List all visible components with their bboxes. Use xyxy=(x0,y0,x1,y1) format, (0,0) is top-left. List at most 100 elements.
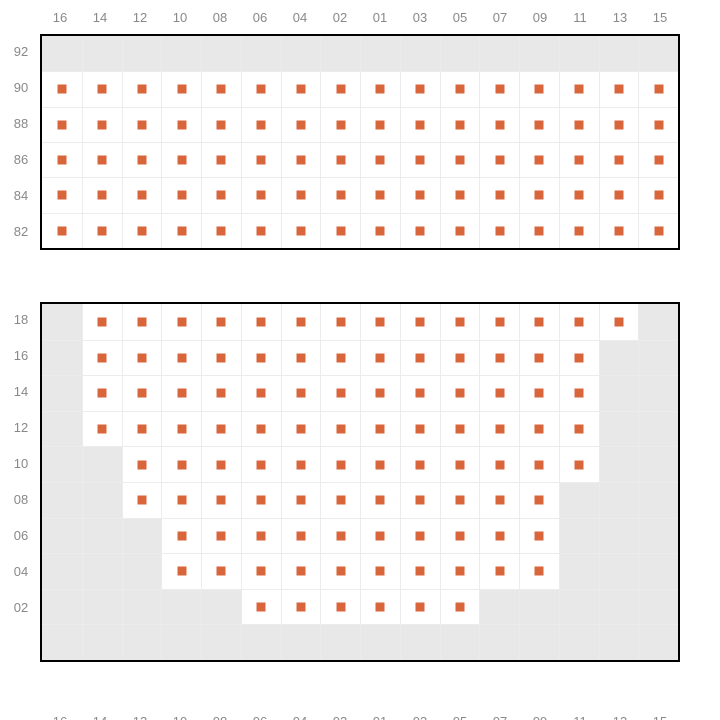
seat[interactable] xyxy=(360,142,400,177)
seat[interactable] xyxy=(281,518,321,554)
seat[interactable] xyxy=(440,107,480,142)
seat[interactable] xyxy=(281,142,321,177)
seat[interactable] xyxy=(82,71,122,106)
seat[interactable] xyxy=(82,107,122,142)
seat[interactable] xyxy=(161,446,201,482)
seat[interactable] xyxy=(360,107,400,142)
seat[interactable] xyxy=(360,518,400,554)
seat[interactable] xyxy=(320,553,360,589)
seat[interactable] xyxy=(161,107,201,142)
seat[interactable] xyxy=(82,142,122,177)
seat[interactable] xyxy=(559,71,599,106)
seat[interactable] xyxy=(201,304,241,340)
seat[interactable] xyxy=(241,177,281,212)
seat[interactable] xyxy=(559,213,599,248)
seat[interactable] xyxy=(479,71,519,106)
seat[interactable] xyxy=(479,177,519,212)
seat[interactable] xyxy=(241,553,281,589)
seat[interactable] xyxy=(122,107,162,142)
seat[interactable] xyxy=(519,340,559,376)
seat[interactable] xyxy=(161,213,201,248)
seat[interactable] xyxy=(360,213,400,248)
seat[interactable] xyxy=(320,589,360,625)
seat[interactable] xyxy=(122,411,162,447)
seat[interactable] xyxy=(241,340,281,376)
seat[interactable] xyxy=(122,375,162,411)
seat[interactable] xyxy=(360,446,400,482)
seat[interactable] xyxy=(281,304,321,340)
seat[interactable] xyxy=(360,340,400,376)
seat[interactable] xyxy=(122,340,162,376)
seat[interactable] xyxy=(201,71,241,106)
seat[interactable] xyxy=(559,304,599,340)
seat[interactable] xyxy=(320,107,360,142)
seat[interactable] xyxy=(440,142,480,177)
seat[interactable] xyxy=(400,107,440,142)
seat[interactable] xyxy=(599,177,639,212)
seat[interactable] xyxy=(320,142,360,177)
seat[interactable] xyxy=(440,446,480,482)
seat[interactable] xyxy=(320,446,360,482)
seat[interactable] xyxy=(440,177,480,212)
seat[interactable] xyxy=(241,107,281,142)
seat[interactable] xyxy=(281,107,321,142)
seat[interactable] xyxy=(241,518,281,554)
seat[interactable] xyxy=(400,589,440,625)
seat[interactable] xyxy=(320,518,360,554)
seat[interactable] xyxy=(559,340,599,376)
seat[interactable] xyxy=(281,553,321,589)
seat[interactable] xyxy=(599,71,639,106)
seat[interactable] xyxy=(201,375,241,411)
seat[interactable] xyxy=(559,142,599,177)
seat[interactable] xyxy=(122,482,162,518)
seat[interactable] xyxy=(241,304,281,340)
seat[interactable] xyxy=(201,553,241,589)
seat[interactable] xyxy=(320,304,360,340)
seat[interactable] xyxy=(400,304,440,340)
seat[interactable] xyxy=(122,71,162,106)
seat[interactable] xyxy=(519,411,559,447)
seat[interactable] xyxy=(638,213,678,248)
seat[interactable] xyxy=(201,107,241,142)
seat[interactable] xyxy=(519,446,559,482)
seat[interactable] xyxy=(479,553,519,589)
seat[interactable] xyxy=(320,340,360,376)
seat[interactable] xyxy=(320,411,360,447)
seat[interactable] xyxy=(241,142,281,177)
seat[interactable] xyxy=(559,411,599,447)
seat[interactable] xyxy=(122,304,162,340)
seat[interactable] xyxy=(440,213,480,248)
seat[interactable] xyxy=(638,107,678,142)
seat[interactable] xyxy=(281,589,321,625)
seat[interactable] xyxy=(42,71,82,106)
seat[interactable] xyxy=(638,71,678,106)
seat[interactable] xyxy=(599,213,639,248)
seat[interactable] xyxy=(320,375,360,411)
seat[interactable] xyxy=(479,446,519,482)
seat[interactable] xyxy=(42,213,82,248)
seat[interactable] xyxy=(241,71,281,106)
seat[interactable] xyxy=(599,107,639,142)
seat[interactable] xyxy=(479,142,519,177)
seat[interactable] xyxy=(479,340,519,376)
seat[interactable] xyxy=(400,553,440,589)
seat[interactable] xyxy=(320,482,360,518)
seat[interactable] xyxy=(161,177,201,212)
seat[interactable] xyxy=(241,446,281,482)
seat[interactable] xyxy=(82,340,122,376)
seat[interactable] xyxy=(241,213,281,248)
seat[interactable] xyxy=(201,518,241,554)
seat[interactable] xyxy=(519,304,559,340)
seat[interactable] xyxy=(201,482,241,518)
seat[interactable] xyxy=(479,213,519,248)
seat[interactable] xyxy=(360,482,400,518)
seat[interactable] xyxy=(440,411,480,447)
seat[interactable] xyxy=(241,375,281,411)
seat[interactable] xyxy=(400,177,440,212)
seat[interactable] xyxy=(599,142,639,177)
seat[interactable] xyxy=(479,375,519,411)
seat[interactable] xyxy=(241,589,281,625)
seat[interactable] xyxy=(400,71,440,106)
seat[interactable] xyxy=(360,553,400,589)
seat[interactable] xyxy=(161,482,201,518)
